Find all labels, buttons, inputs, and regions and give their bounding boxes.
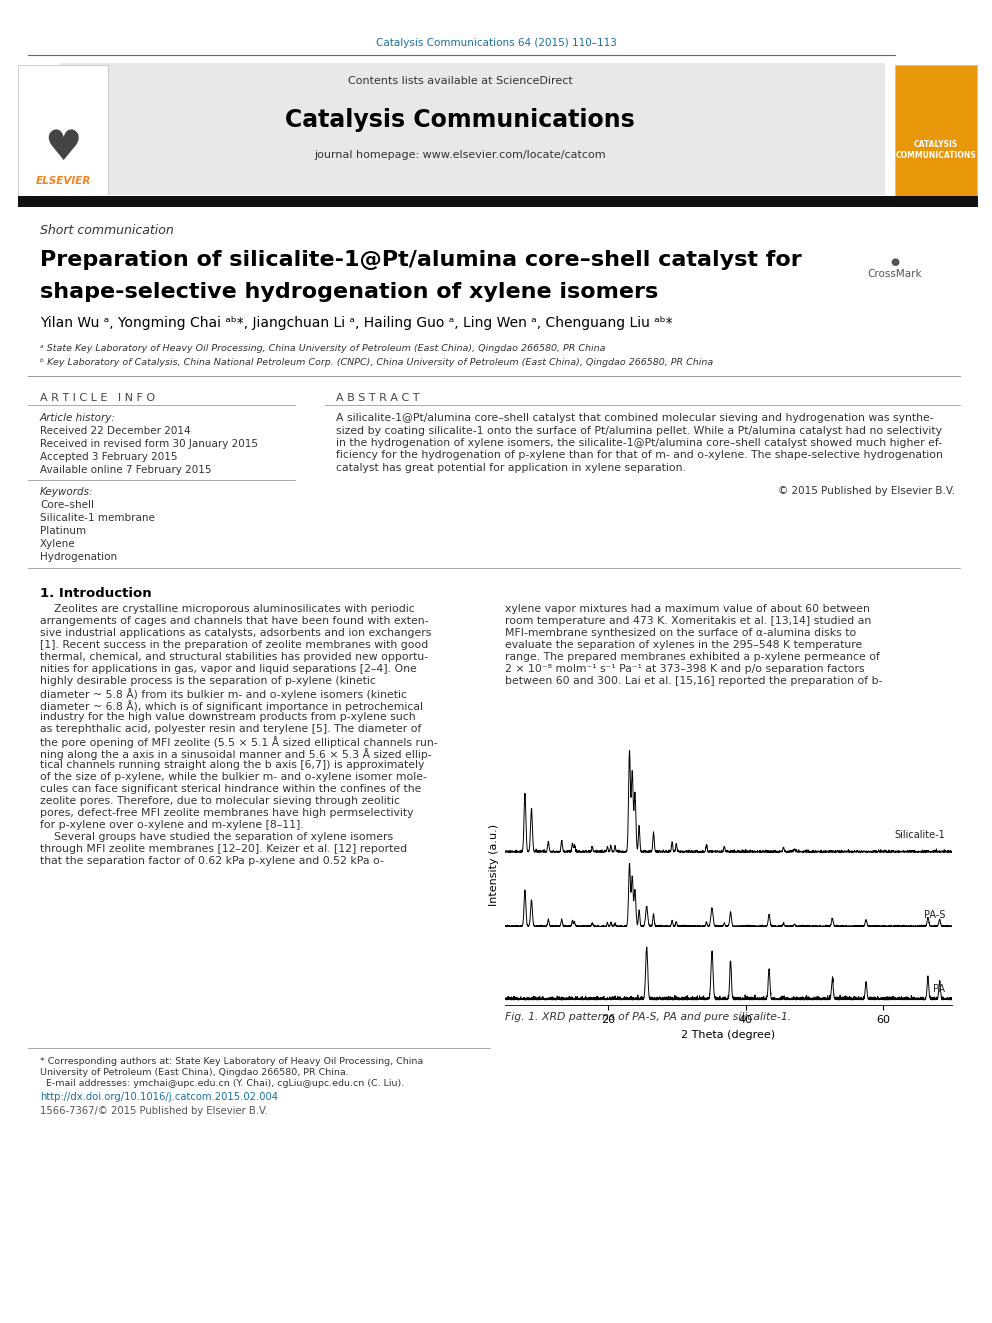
Text: diameter ~ 5.8 Å) from its bulkier m- and o-xylene isomers (kinetic: diameter ~ 5.8 Å) from its bulkier m- an… [40, 688, 407, 700]
Text: through MFI zeolite membranes [12–20]. Keizer et al. [12] reported: through MFI zeolite membranes [12–20]. K… [40, 844, 407, 855]
Text: shape-selective hydrogenation of xylene isomers: shape-selective hydrogenation of xylene … [40, 282, 659, 302]
Text: MFI-membrane synthesized on the surface of α-alumina disks to: MFI-membrane synthesized on the surface … [505, 628, 856, 638]
Text: Keywords:: Keywords: [40, 487, 93, 497]
Text: ♥: ♥ [45, 127, 81, 169]
Text: range. The prepared membranes exhibited a p-xylene permeance of: range. The prepared membranes exhibited … [505, 652, 880, 662]
Text: University of Petroleum (East China), Qingdao 266580, PR China.: University of Petroleum (East China), Qi… [40, 1068, 349, 1077]
Bar [60, 64, 885, 194]
Text: Silicalite-1 membrane: Silicalite-1 membrane [40, 513, 155, 523]
Text: that the separation factor of 0.62 kPa p-xylene and 0.52 kPa o-: that the separation factor of 0.62 kPa p… [40, 856, 384, 867]
Text: ficiency for the hydrogenation of p-xylene than for that of m- and o-xylene. The: ficiency for the hydrogenation of p-xyle… [336, 451, 942, 460]
Text: 1566-7367/© 2015 Published by Elsevier B.V.: 1566-7367/© 2015 Published by Elsevier B… [40, 1106, 268, 1117]
Text: Yilan Wu ᵃ, Yongming Chai ᵃᵇ*, Jiangchuan Li ᵃ, Hailing Guo ᵃ, Ling Wen ᵃ, Cheng: Yilan Wu ᵃ, Yongming Chai ᵃᵇ*, Jiangchua… [40, 316, 673, 329]
Text: © 2015 Published by Elsevier B.V.: © 2015 Published by Elsevier B.V. [778, 486, 955, 496]
Text: ning along the a axis in a sinusoidal manner and 5.6 × 5.3 Å sized ellip-: ning along the a axis in a sinusoidal ma… [40, 747, 432, 759]
Bar [895, 65, 977, 197]
Text: A B S T R A C T: A B S T R A C T [336, 393, 420, 404]
Text: Article history:: Article history: [40, 413, 116, 423]
Text: Fig. 1. XRD patterns of PA-S, PA and pure silicalite-1.: Fig. 1. XRD patterns of PA-S, PA and pur… [505, 1012, 792, 1021]
Text: evaluate the separation of xylenes in the 295–548 K temperature: evaluate the separation of xylenes in th… [505, 640, 862, 650]
Text: Contents lists available at ScienceDirect: Contents lists available at ScienceDirec… [347, 75, 572, 86]
Text: Core–shell: Core–shell [40, 500, 94, 509]
Text: room temperature and 473 K. Xomeritakis et al. [13,14] studied an: room temperature and 473 K. Xomeritakis … [505, 617, 871, 626]
Text: [1]. Recent success in the preparation of zeolite membranes with good: [1]. Recent success in the preparation o… [40, 640, 429, 650]
Text: between 60 and 300. Lai et al. [15,16] reported the preparation of b-: between 60 and 300. Lai et al. [15,16] r… [505, 676, 883, 687]
Text: ᵇ Key Laboratory of Catalysis, China National Petroleum Corp. (CNPC), China Univ: ᵇ Key Laboratory of Catalysis, China Nat… [40, 359, 713, 366]
Text: of the size of p-xylene, while the bulkier m- and o-xylene isomer mole-: of the size of p-xylene, while the bulki… [40, 773, 427, 782]
Text: arrangements of cages and channels that have been found with exten-: arrangements of cages and channels that … [40, 617, 429, 626]
Text: 2 × 10⁻⁸ molm⁻¹ s⁻¹ Pa⁻¹ at 373–398 K and p/o separation factors: 2 × 10⁻⁸ molm⁻¹ s⁻¹ Pa⁻¹ at 373–398 K an… [505, 664, 865, 673]
Text: PA: PA [933, 984, 945, 994]
Text: the pore opening of MFI zeolite (5.5 × 5.1 Å sized elliptical channels run-: the pore opening of MFI zeolite (5.5 × 5… [40, 736, 437, 747]
Text: Zeolites are crystalline microporous aluminosilicates with periodic: Zeolites are crystalline microporous alu… [40, 605, 415, 614]
Text: in the hydrogenation of xylene isomers, the silicalite-1@Pt/alumina core–shell c: in the hydrogenation of xylene isomers, … [336, 438, 942, 448]
Text: ELSEVIER: ELSEVIER [36, 176, 90, 187]
Text: CATALYSIS
COMMUNICATIONS: CATALYSIS COMMUNICATIONS [896, 140, 976, 160]
Text: thermal, chemical, and structural stabilities has provided new opportu-: thermal, chemical, and structural stabil… [40, 652, 429, 662]
Bar [18, 196, 978, 206]
Text: highly desirable process is the separation of p-xylene (kinetic: highly desirable process is the separati… [40, 676, 376, 687]
Text: Short communication: Short communication [40, 224, 174, 237]
Text: Received 22 December 2014: Received 22 December 2014 [40, 426, 190, 437]
Text: Xylene: Xylene [40, 538, 75, 549]
Text: Available online 7 February 2015: Available online 7 February 2015 [40, 464, 211, 475]
Text: Platinum: Platinum [40, 527, 86, 536]
Text: Catalysis Communications: Catalysis Communications [285, 108, 635, 132]
Text: nities for applications in gas, vapor and liquid separations [2–4]. One: nities for applications in gas, vapor an… [40, 664, 417, 673]
Text: * Corresponding authors at: State Key Laboratory of Heavy Oil Processing, China: * Corresponding authors at: State Key La… [40, 1057, 424, 1066]
Text: E-mail addresses: ymchai@upc.edu.cn (Y. Chai), cgLiu@upc.edu.cn (C. Liu).: E-mail addresses: ymchai@upc.edu.cn (Y. … [40, 1080, 405, 1088]
Text: Accepted 3 February 2015: Accepted 3 February 2015 [40, 452, 178, 462]
Text: xylene vapor mixtures had a maximum value of about 60 between: xylene vapor mixtures had a maximum valu… [505, 605, 870, 614]
Text: sized by coating silicalite-1 onto the surface of Pt/alumina pellet. While a Pt/: sized by coating silicalite-1 onto the s… [336, 426, 942, 435]
Text: A silicalite-1@Pt/alumina core–shell catalyst that combined molecular sieving an: A silicalite-1@Pt/alumina core–shell cat… [336, 413, 933, 423]
Text: Received in revised form 30 January 2015: Received in revised form 30 January 2015 [40, 439, 258, 448]
Text: Catalysis Communications 64 (2015) 110–113: Catalysis Communications 64 (2015) 110–1… [376, 38, 616, 48]
Text: 1. Introduction: 1. Introduction [40, 587, 152, 601]
Text: catalyst has great potential for application in xylene separation.: catalyst has great potential for applica… [336, 463, 685, 474]
Text: ᵃ State Key Laboratory of Heavy Oil Processing, China University of Petroleum (E: ᵃ State Key Laboratory of Heavy Oil Proc… [40, 344, 605, 353]
Text: cules can face significant sterical hindrance within the confines of the: cules can face significant sterical hind… [40, 785, 422, 794]
Text: zeolite pores. Therefore, due to molecular sieving through zeolitic: zeolite pores. Therefore, due to molecul… [40, 796, 400, 806]
Text: PA-S: PA-S [924, 910, 945, 921]
Text: A R T I C L E   I N F O: A R T I C L E I N F O [40, 393, 155, 404]
Text: industry for the high value downstream products from p-xylene such: industry for the high value downstream p… [40, 712, 416, 722]
Text: as terephthalic acid, polyester resin and terylene [5]. The diameter of: as terephthalic acid, polyester resin an… [40, 724, 422, 734]
Y-axis label: Intensity (a.u.): Intensity (a.u.) [489, 824, 499, 906]
Text: Preparation of silicalite-1@Pt/alumina core–shell catalyst for: Preparation of silicalite-1@Pt/alumina c… [40, 250, 802, 270]
Text: ●
CrossMark: ● CrossMark [868, 257, 923, 279]
Text: journal homepage: www.elsevier.com/locate/catcom: journal homepage: www.elsevier.com/locat… [314, 149, 606, 160]
X-axis label: 2 Theta (degree): 2 Theta (degree) [682, 1031, 776, 1040]
Text: diameter ~ 6.8 Å), which is of significant importance in petrochemical: diameter ~ 6.8 Å), which is of significa… [40, 700, 423, 712]
Text: Several groups have studied the separation of xylene isomers: Several groups have studied the separati… [40, 832, 393, 841]
Text: http://dx.doi.org/10.1016/j.catcom.2015.02.004: http://dx.doi.org/10.1016/j.catcom.2015.… [40, 1091, 278, 1102]
Text: Hydrogenation: Hydrogenation [40, 552, 117, 562]
Text: for p-xylene over o-xylene and m-xylene [8–11].: for p-xylene over o-xylene and m-xylene … [40, 820, 304, 830]
Text: pores, defect-free MFI zeolite membranes have high permselectivity: pores, defect-free MFI zeolite membranes… [40, 808, 414, 818]
Text: tical channels running straight along the b axis [6,7]) is approximately: tical channels running straight along th… [40, 759, 425, 770]
Bar [18, 65, 108, 197]
Text: Silicalite-1: Silicalite-1 [895, 830, 945, 840]
Text: sive industrial applications as catalysts, adsorbents and ion exchangers: sive industrial applications as catalyst… [40, 628, 432, 638]
